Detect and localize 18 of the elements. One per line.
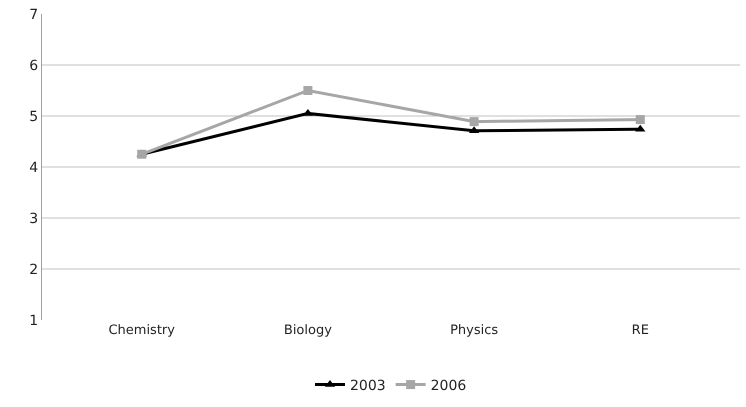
point (635, 124, 646, 132)
y-tick-label: 4 (29, 160, 38, 176)
y-tick-label: 1 (29, 312, 38, 329)
y-tick-label: 7 (29, 6, 38, 23)
y-tick-label: 3 (29, 210, 38, 227)
y-tick-label: 2 (29, 262, 38, 278)
point (303, 86, 312, 95)
point (636, 115, 645, 124)
x-tick-label: Biology (284, 323, 332, 338)
legend-label: 2003 (350, 378, 386, 394)
x-tick-label: Chemistry (108, 323, 176, 338)
point (470, 117, 479, 126)
x-tick-label: Physics (450, 323, 498, 338)
point (137, 150, 146, 159)
y-tick-label: 6 (29, 58, 38, 74)
legend-label: 2006 (430, 378, 466, 394)
x-tick-label: RE (632, 323, 649, 338)
y-tick-label: 5 (29, 108, 38, 125)
